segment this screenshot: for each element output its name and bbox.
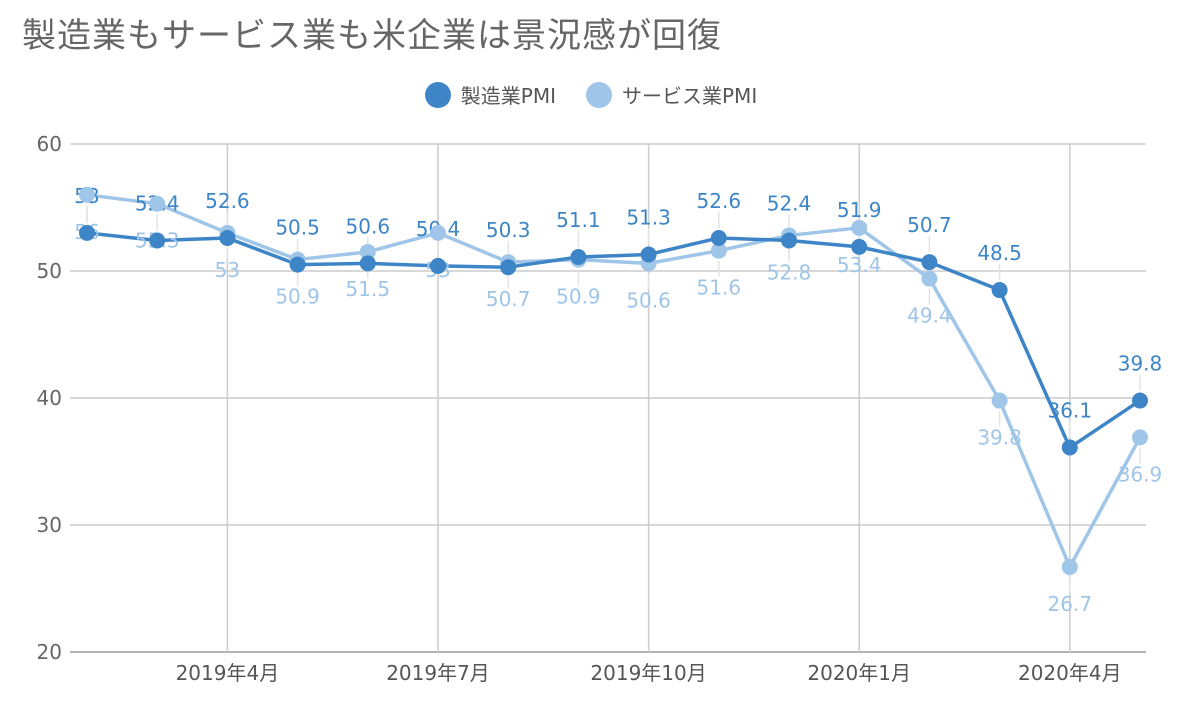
data-label: 52.8 (767, 260, 812, 284)
legend-label-services: サービス業PMI (622, 84, 758, 108)
data-point (79, 186, 95, 203)
legend-item-services[interactable]: サービス業PMI (586, 80, 757, 109)
x-tick-label: 2019年4月 (176, 661, 280, 685)
data-label: 50.6 (626, 288, 671, 312)
data-point (1061, 558, 1078, 575)
data-point (1132, 392, 1148, 409)
x-tick-label: 2020年1月 (807, 661, 911, 685)
data-label: 50.7 (486, 287, 531, 311)
series-line-0 (86, 231, 1141, 450)
data-point (851, 238, 868, 255)
y-tick-label: 60 (37, 132, 62, 156)
data-point (781, 232, 797, 249)
x-tick-label: 2019年10月 (590, 661, 706, 685)
series-line-1 (86, 193, 1142, 569)
data-label: 50.5 (275, 216, 320, 240)
data-point (710, 229, 727, 246)
data-point (430, 257, 446, 274)
chart-title: 製造業もサービス業も米企業は景況感が回復 (22, 16, 722, 56)
data-label: 51.6 (697, 276, 742, 300)
data-label: 36.9 (1118, 462, 1163, 486)
y-tick-label: 40 (37, 386, 62, 410)
data-label: 26.7 (1048, 592, 1093, 616)
chart-legend: 製造業PMI サービス業PMI (0, 80, 1182, 109)
data-point (570, 249, 587, 266)
data-label: 39.8 (1118, 352, 1163, 376)
y-tick-label: 50 (37, 259, 62, 283)
data-label: 51.1 (556, 208, 601, 232)
data-point (991, 282, 1008, 299)
data-label: 50.6 (346, 214, 391, 238)
data-label: 50.7 (907, 213, 952, 237)
data-point (921, 254, 938, 271)
data-point (149, 195, 166, 212)
legend-marker-manufacturing (424, 81, 451, 108)
data-point (500, 259, 517, 276)
x-tick-label: 2019年7月 (386, 661, 490, 685)
data-point (359, 243, 376, 260)
data-point (149, 232, 166, 249)
data-point (219, 229, 236, 246)
data-label: 50.9 (275, 285, 320, 309)
data-point (430, 224, 446, 241)
data-point (1061, 439, 1078, 456)
legend-label-manufacturing: 製造業PMI (460, 84, 556, 108)
y-tick-label: 20 (37, 640, 62, 664)
data-point (1132, 429, 1148, 446)
legend-item-manufacturing[interactable]: 製造業PMI (424, 80, 556, 109)
data-label: 52.6 (697, 189, 742, 213)
data-label: 36.1 (1048, 399, 1093, 423)
data-label: 51.3 (626, 205, 671, 229)
data-point (289, 256, 306, 273)
data-label: 48.5 (977, 241, 1022, 265)
data-point (359, 255, 376, 272)
y-tick-label: 30 (37, 513, 62, 537)
data-point (79, 224, 95, 241)
data-label: 39.8 (977, 426, 1022, 450)
data-label: 52.4 (767, 192, 812, 216)
data-label: 51.9 (837, 198, 882, 222)
data-label: 49.4 (907, 304, 952, 328)
data-point (640, 246, 657, 263)
x-tick-label: 2020年4月 (1018, 661, 1122, 685)
data-label: 50.3 (486, 218, 531, 242)
data-label: 53 (215, 258, 240, 282)
data-point (991, 392, 1008, 409)
data-label: 51.5 (346, 277, 391, 301)
data-point (921, 270, 938, 287)
data-label: 52.6 (205, 189, 250, 213)
data-label: 50.9 (556, 285, 601, 309)
data-point (851, 219, 868, 236)
legend-marker-services (586, 81, 612, 108)
data-label: 53.4 (837, 253, 882, 277)
data-point (710, 242, 727, 259)
